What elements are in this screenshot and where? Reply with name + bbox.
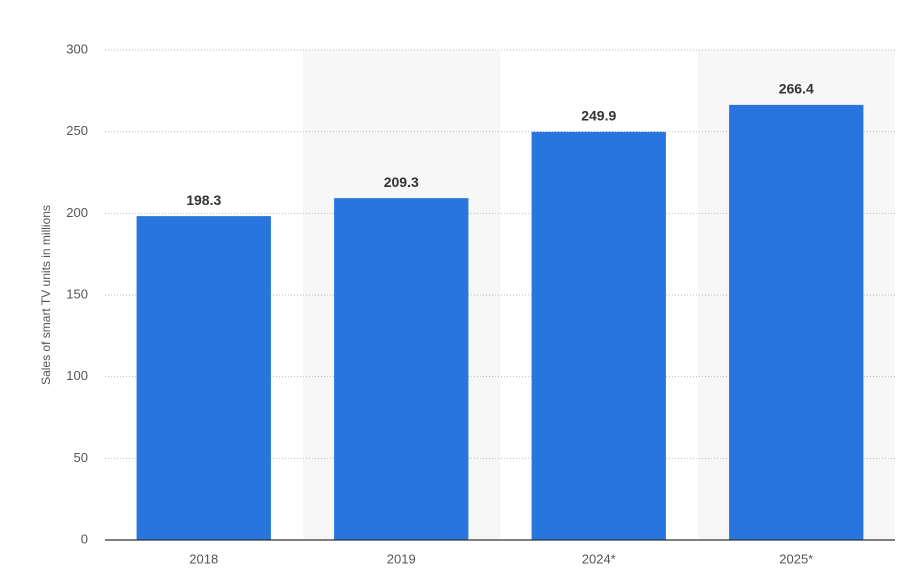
value-label: 266.4 [779,81,814,97]
y-tick-label: 250 [66,123,88,138]
y-tick-label: 0 [81,531,88,546]
x-tick-label: 2019 [387,551,416,566]
x-tick-label: 2024* [582,551,616,566]
y-tick-label: 300 [66,41,88,56]
y-tick-label: 150 [66,286,88,301]
value-label: 198.3 [186,192,221,208]
x-tick-label: 2018 [189,551,218,566]
x-tick-label: 2025* [779,551,813,566]
y-axis-label: Sales of smart TV units in millions [39,205,53,385]
value-label: 249.9 [581,108,616,124]
y-tick-label: 100 [66,368,88,383]
bar [136,216,271,541]
bar [729,104,864,540]
value-label: 209.3 [384,174,419,190]
y-tick-label: 200 [66,205,88,220]
bar [334,198,469,541]
bar [531,131,666,540]
y-tick-label: 50 [74,450,88,465]
